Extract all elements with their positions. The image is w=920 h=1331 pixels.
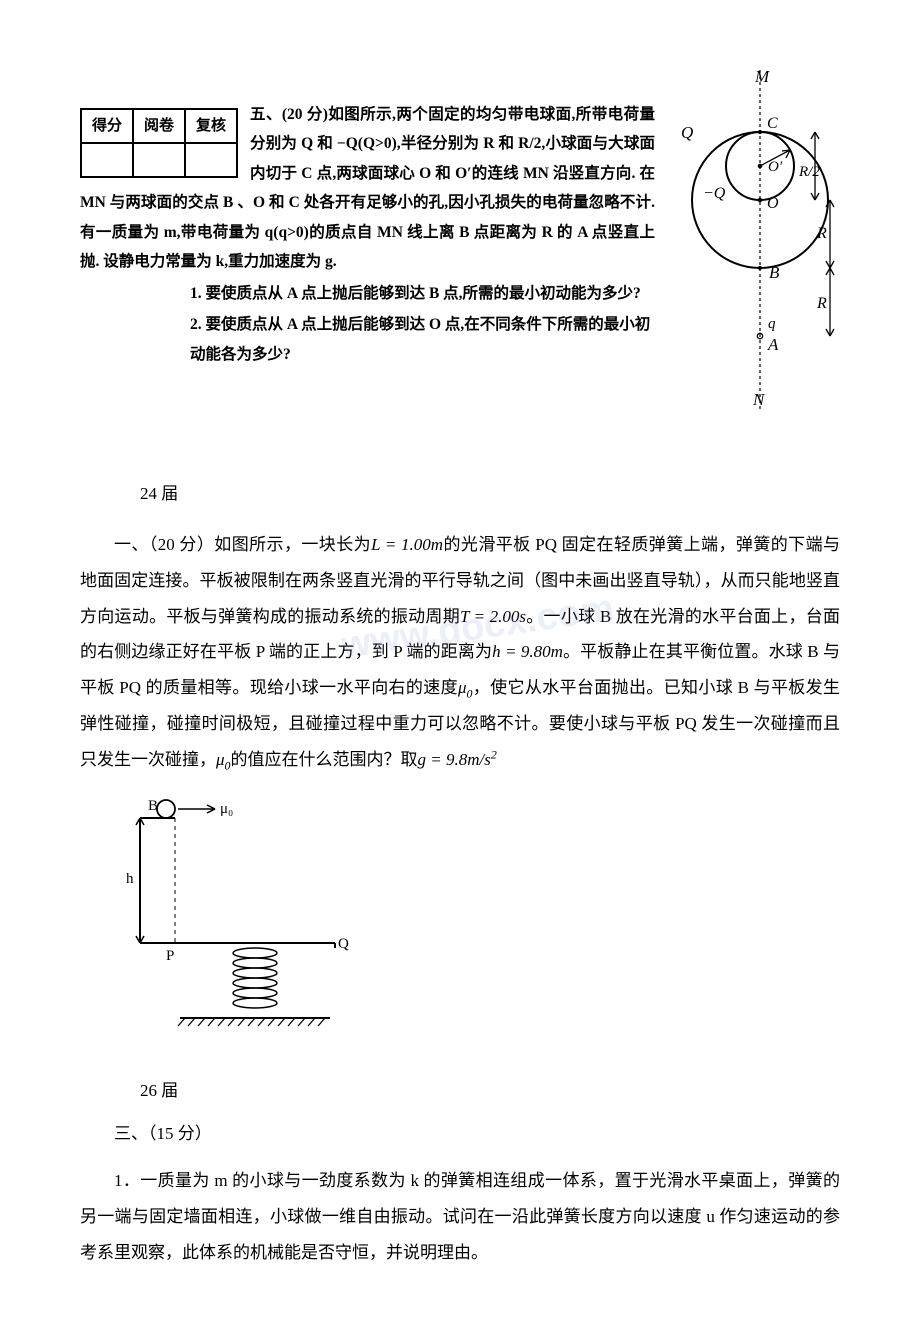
score-cell-3	[185, 143, 237, 177]
svg-text:R: R	[816, 225, 827, 242]
svg-text:h: h	[126, 871, 134, 887]
svg-text:R: R	[816, 295, 827, 312]
svg-text:O: O	[767, 195, 779, 212]
problem-5-section: M C Q O′ R/2 −Q O R B R q A N 得分 阅卷 复核 五…	[80, 100, 840, 450]
score-header-3: 复核	[185, 109, 237, 143]
score-cell-2	[133, 143, 185, 177]
svg-text:−Q: −Q	[703, 185, 726, 202]
score-table: 得分 阅卷 复核	[80, 108, 238, 178]
svg-text:C: C	[767, 115, 778, 132]
svg-text:Q: Q	[681, 123, 693, 142]
spring-platform-svg: B μ₀ h P Q	[120, 788, 380, 1038]
svg-text:B: B	[769, 263, 780, 282]
svg-text:P: P	[166, 948, 174, 964]
svg-text:R/2: R/2	[798, 164, 820, 180]
problem-24-text: 一、（20 分）如图所示，一块长为L = 1.00m的光滑平板 PQ 固定在轻质…	[80, 527, 840, 778]
svg-text:Q: Q	[338, 936, 349, 952]
problem-24-figure: B μ₀ h P Q	[120, 788, 840, 1046]
session-26-heading: 三、（15 分）	[80, 1116, 840, 1152]
score-header-2: 阅卷	[133, 109, 185, 143]
svg-text:A: A	[767, 335, 779, 354]
svg-text:q: q	[768, 316, 776, 332]
svg-text:μ₀: μ₀	[220, 801, 233, 817]
svg-text:O′: O′	[768, 159, 783, 175]
svg-text:N: N	[752, 390, 766, 409]
session-24-label: 24 届	[140, 480, 840, 507]
charged-spheres-svg: M C Q O′ R/2 −Q O R B R q A N	[665, 70, 840, 410]
score-cell-1	[81, 143, 133, 177]
svg-text:B: B	[148, 798, 158, 814]
session-26-label: 26 届	[140, 1077, 840, 1104]
problem-5-figure: M C Q O′ R/2 −Q O R B R q A N	[665, 70, 840, 418]
session-26-text: 1．一质量为 m 的小球与一劲度系数为 k 的弹簧相连组成一体系，置于光滑水平桌…	[80, 1163, 840, 1270]
score-header-1: 得分	[81, 109, 133, 143]
svg-text:M: M	[754, 70, 770, 86]
